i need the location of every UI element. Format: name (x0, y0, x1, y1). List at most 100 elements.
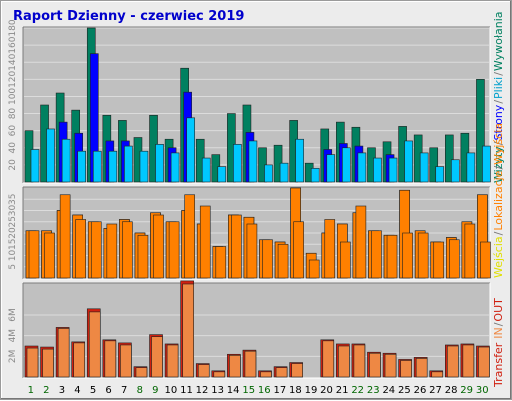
y-tick-label: 20 (8, 227, 18, 239)
bar-pliki (248, 140, 258, 183)
bar-wejscia (433, 241, 445, 279)
day-label: 4 (74, 385, 80, 396)
bar-wizyty (444, 134, 454, 183)
bar-wejscia (153, 214, 164, 279)
bar-pliki (482, 145, 491, 183)
day-label: 5 (90, 385, 96, 396)
bar-pliki (77, 150, 86, 183)
bar-pliki (139, 150, 149, 183)
bar-wejscia (184, 194, 195, 279)
y-tick-label: 4M (8, 329, 18, 343)
bar-pliki (201, 157, 211, 183)
y-tick-label: 160 (8, 36, 18, 53)
day-label: 17 (273, 385, 286, 396)
y-tick-label: 180 (8, 19, 18, 36)
day-label: 29 (460, 385, 473, 396)
bar-transfer_in (197, 364, 210, 378)
legend-visits: Wejścia/Lokalizacje/Wyjścia (492, 123, 505, 278)
y-tick-label: 30 (8, 205, 18, 217)
bar-transfer_in (104, 340, 117, 378)
day-label: 20 (320, 385, 333, 396)
legend-transfer-item: IN (492, 327, 505, 338)
y-tick-label: 15 (8, 239, 18, 250)
bar-wejscia (59, 194, 71, 279)
bar-wejscia (215, 246, 227, 279)
bar-transfer_in (322, 340, 335, 378)
bar-wejscia (324, 219, 336, 279)
day-label: 16 (258, 385, 271, 396)
bar-pliki (233, 144, 242, 183)
bar-wejscia (28, 230, 40, 279)
bar-wejscia (277, 243, 289, 279)
bar-transfer_in (415, 358, 428, 378)
panel-transfer: 6M 4M 2M (8, 280, 491, 379)
day-label: 8 (137, 385, 143, 396)
y-tick-label: 35 (8, 194, 18, 205)
legend-traffic-item: Wizyty (492, 146, 505, 183)
bar-wejscia (355, 205, 367, 279)
bar-transfer_in (135, 367, 148, 378)
bar-transfer_in (338, 345, 350, 378)
day-label: 15 (242, 385, 255, 396)
day-label: 24 (382, 385, 395, 396)
y-tick-label: 25 (8, 216, 18, 227)
bar-transfer_in (291, 363, 303, 378)
bar-transfer_in (275, 367, 288, 378)
legend-visits-item: / (492, 231, 505, 235)
legend-transfer: Transfer IN/OUT (492, 298, 505, 388)
bar-pliki (30, 149, 40, 183)
bar-transfer_in (213, 371, 226, 378)
bar-transfer_in (400, 360, 412, 378)
day-label: 25 (398, 385, 411, 396)
panel-background (23, 283, 490, 378)
bar-wejscia (262, 239, 273, 279)
bar-transfer_in (260, 371, 272, 378)
bar-transfer_in (120, 344, 132, 378)
legend-traffic-item: Wywołania (492, 12, 505, 72)
bar-wejscia (448, 239, 460, 279)
bar-wejscia (417, 232, 429, 279)
bar-pliki (61, 138, 71, 183)
bar-pliki (435, 166, 445, 183)
bar-transfer_in (26, 347, 39, 378)
y-tick-label: 140 (8, 53, 18, 70)
legend-layer: Wizyty/Strony/Pliki/WywołaniaWejścia/Lok… (492, 12, 505, 389)
bar-wejscia (293, 221, 304, 279)
bar-transfer_in (353, 344, 366, 378)
bar-wejscia (480, 241, 491, 279)
day-label: 14 (227, 385, 240, 396)
bar-wejscia (402, 232, 413, 279)
bar-pliki (92, 150, 102, 183)
bar-wejscia (246, 223, 258, 279)
bar-wejscia (231, 214, 242, 279)
legend-transfer-item: Transfer (492, 342, 505, 388)
bar-transfer_in (182, 283, 194, 378)
bar-pliki (310, 168, 320, 183)
bar-pliki (357, 152, 367, 183)
legend-traffic-item: Strony (492, 104, 505, 140)
bar-transfer_in (244, 350, 257, 378)
legend-traffic-item: / (492, 100, 505, 104)
legend-traffic-item: / (492, 141, 505, 145)
bar-wejscia (308, 259, 320, 279)
legend-visits-item: Wyjścia (492, 123, 505, 165)
day-label: 28 (445, 385, 458, 396)
bar-pliki (342, 147, 351, 183)
x-axis-labels: 1 2 3 4 5 6 7 8 9 10 11 12 13 14 15 16 17 18 19 20 21 22 23 24 2… (28, 385, 489, 396)
y-tick-label: 80 (8, 108, 18, 120)
bar-wejscia (168, 221, 180, 279)
bar-pliki (108, 150, 118, 183)
y-tick-label: 2M (8, 350, 18, 364)
bar-wejscia (464, 223, 476, 279)
bar-wejscia (386, 234, 398, 279)
bar-transfer_in (73, 342, 85, 378)
day-label: 6 (105, 385, 111, 396)
bar-pliki (124, 145, 133, 183)
bar-transfer_in (369, 352, 381, 378)
day-label: 27 (429, 385, 442, 396)
bar-transfer_in (88, 311, 101, 378)
day-label: 9 (152, 385, 158, 396)
